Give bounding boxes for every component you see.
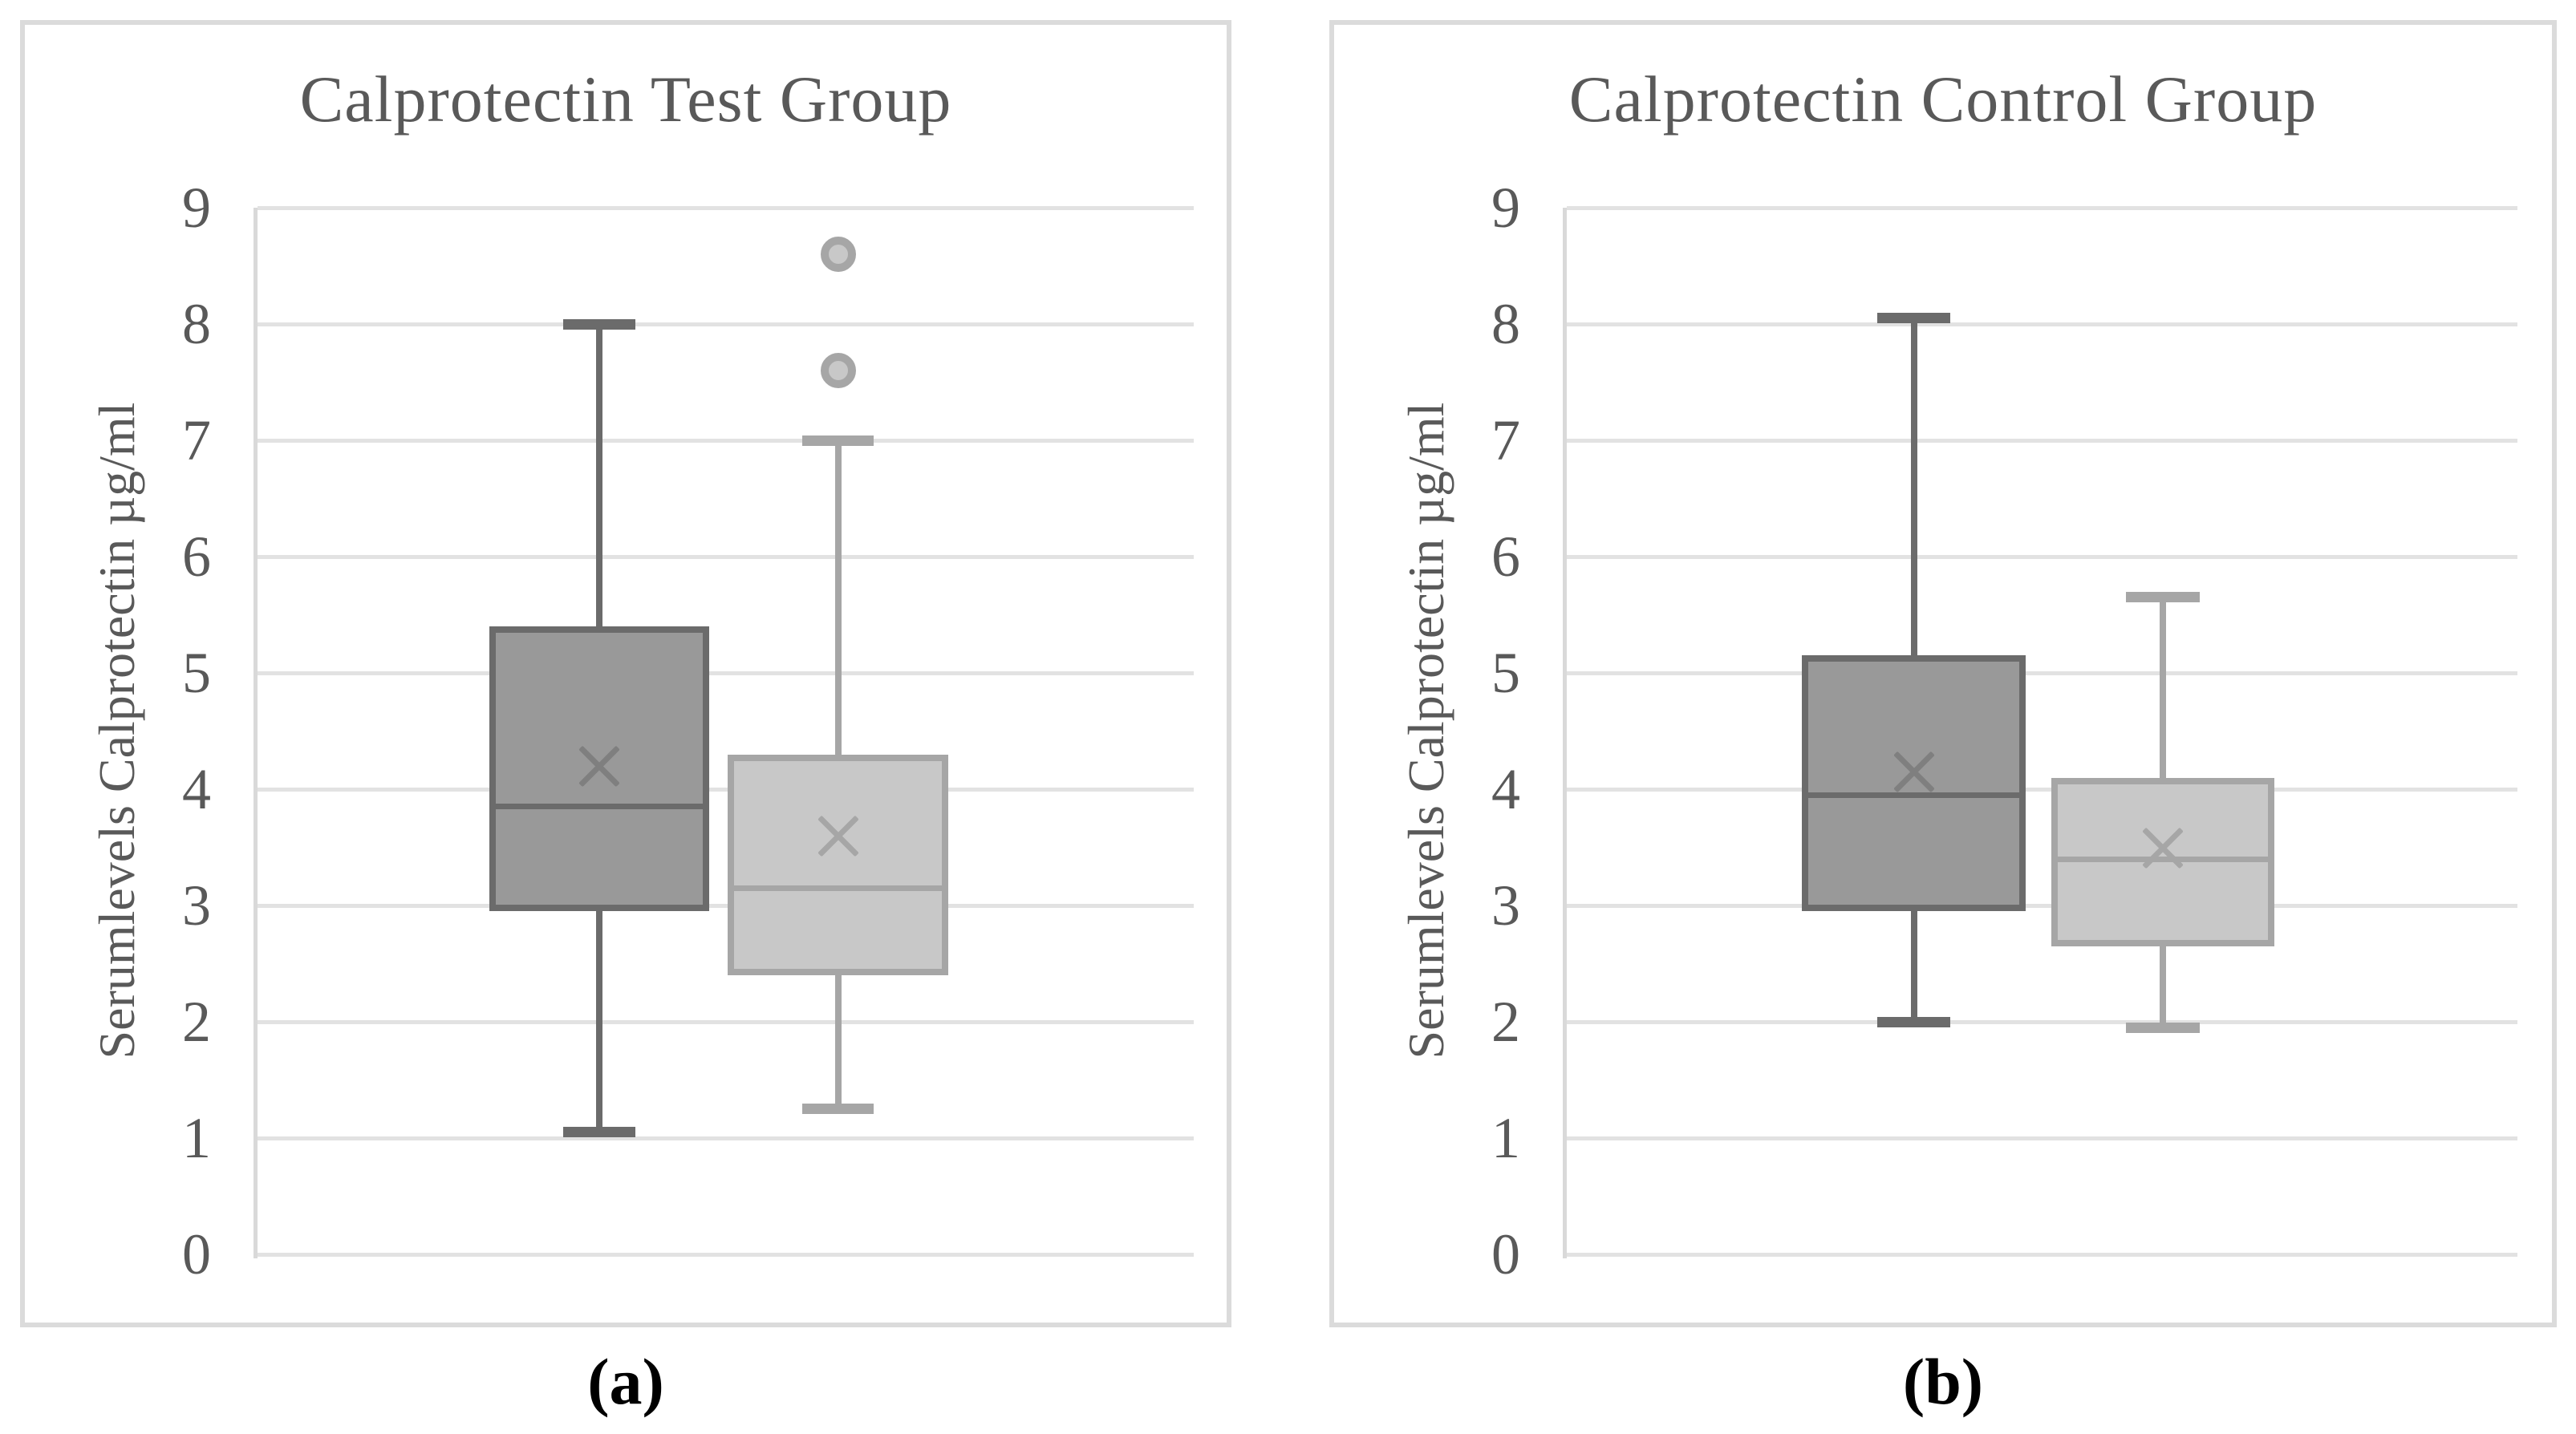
whisker-line-upper bbox=[1910, 318, 1917, 656]
y-tick-label: 5 bbox=[182, 641, 211, 705]
outlier-point bbox=[820, 353, 856, 388]
gridline bbox=[1567, 903, 2517, 908]
whisker-cap-max bbox=[1876, 313, 1951, 324]
y-axis-line bbox=[1563, 208, 1567, 1258]
y-tick-label: 6 bbox=[182, 525, 211, 589]
gridline bbox=[1567, 1136, 2517, 1140]
mean-marker bbox=[2136, 821, 2189, 874]
gridline bbox=[258, 903, 1194, 908]
gridline bbox=[258, 438, 1194, 443]
y-tick-label: 0 bbox=[182, 1222, 211, 1286]
gridline bbox=[1567, 670, 2517, 675]
whisker-line-upper bbox=[2159, 597, 2166, 778]
chart-panel-b: Calprotectin Control Group Serumlevels C… bbox=[1329, 20, 2557, 1327]
whisker-cap-max bbox=[563, 318, 635, 330]
gridline bbox=[1567, 787, 2517, 792]
gridline bbox=[1567, 554, 2517, 559]
y-tick-label: 9 bbox=[1491, 176, 1520, 240]
median-line bbox=[728, 885, 948, 891]
whisker-cap-max bbox=[801, 435, 874, 446]
gridline bbox=[1567, 322, 2517, 326]
y-tick-label: 7 bbox=[182, 408, 211, 472]
mean-marker bbox=[1888, 745, 1941, 798]
outlier-point bbox=[820, 237, 856, 272]
y-tick-label: 4 bbox=[1491, 757, 1520, 821]
median-line bbox=[2051, 856, 2275, 862]
y-axis-title: Serumlevels Calprotectin µg/ml bbox=[88, 402, 145, 1059]
y-tick-label: 3 bbox=[1491, 873, 1520, 938]
y-axis-title: Serumlevels Calprotectin µg/ml bbox=[1398, 402, 1454, 1059]
mean-marker bbox=[573, 739, 626, 792]
y-tick-label: 3 bbox=[182, 873, 211, 938]
whisker-cap-min bbox=[801, 1104, 874, 1115]
plot-area bbox=[254, 205, 1194, 1258]
whisker-line-lower bbox=[834, 975, 842, 1109]
y-tick-label: 8 bbox=[182, 292, 211, 356]
box-iqr bbox=[489, 626, 710, 912]
gridline bbox=[1567, 205, 2517, 210]
plot-area bbox=[1563, 205, 2517, 1258]
chart-panel-a: Calprotectin Test Group Serumlevels Calp… bbox=[20, 20, 1231, 1327]
median-line bbox=[489, 804, 710, 810]
whisker-cap-max bbox=[2126, 592, 2200, 603]
whisker-line-lower bbox=[1910, 911, 1917, 1022]
gridline bbox=[258, 1252, 1194, 1257]
y-tick-label: 7 bbox=[1491, 408, 1520, 472]
y-tick-label: 2 bbox=[182, 990, 211, 1054]
gridline bbox=[258, 205, 1194, 210]
box-iqr bbox=[1802, 655, 2026, 912]
y-tick-label: 0 bbox=[1491, 1222, 1520, 1286]
y-tick-label: 9 bbox=[182, 176, 211, 240]
y-tick-label: 2 bbox=[1491, 990, 1520, 1054]
gridline bbox=[258, 322, 1194, 326]
y-tick-label: 5 bbox=[1491, 641, 1520, 705]
chart-title: Calprotectin Test Group bbox=[299, 63, 952, 136]
chart-title: Calprotectin Control Group bbox=[1568, 63, 2318, 136]
gridline bbox=[258, 1019, 1194, 1024]
y-tick-label: 1 bbox=[182, 1106, 211, 1170]
median-line bbox=[1802, 792, 2026, 798]
whisker-line-upper bbox=[595, 324, 602, 626]
gridline bbox=[258, 670, 1194, 675]
whisker-cap-min bbox=[563, 1127, 635, 1138]
gridline bbox=[258, 1136, 1194, 1140]
gridline bbox=[258, 554, 1194, 559]
figure-caption-b: (b) bbox=[1902, 1345, 1984, 1418]
gridline bbox=[1567, 1019, 2517, 1024]
gridline bbox=[258, 787, 1194, 792]
gridline bbox=[1567, 1252, 2517, 1257]
mean-marker bbox=[812, 809, 865, 862]
gridline bbox=[1567, 438, 2517, 443]
whisker-line-lower bbox=[2159, 946, 2166, 1028]
y-tick-label: 1 bbox=[1491, 1106, 1520, 1170]
y-tick-label: 8 bbox=[1491, 292, 1520, 356]
y-axis-line bbox=[254, 208, 258, 1258]
whisker-cap-min bbox=[2126, 1022, 2200, 1033]
y-tick-label: 6 bbox=[1491, 525, 1520, 589]
whisker-line-upper bbox=[834, 440, 842, 755]
box-iqr bbox=[728, 754, 948, 975]
y-tick-label: 4 bbox=[182, 757, 211, 821]
figure-caption-a: (a) bbox=[587, 1345, 664, 1418]
whisker-cap-min bbox=[1876, 1016, 1951, 1027]
whisker-line-lower bbox=[595, 911, 602, 1132]
box-iqr bbox=[2051, 777, 2275, 946]
